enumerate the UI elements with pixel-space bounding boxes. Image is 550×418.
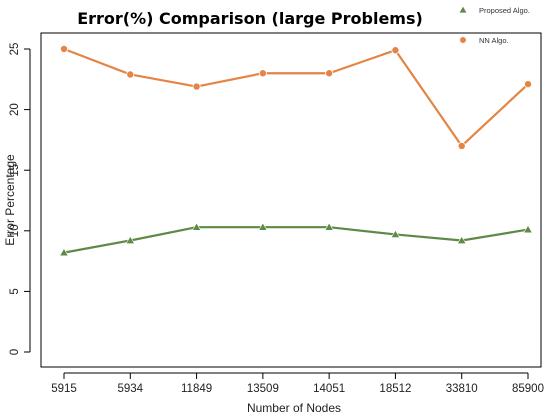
legend-marker bbox=[459, 6, 467, 13]
x-tick-label: 5934 bbox=[117, 383, 143, 395]
x-tick-label: 85900 bbox=[512, 383, 544, 395]
legend: Proposed Algo. NN Algo. bbox=[459, 6, 530, 45]
x-tick-label: 13509 bbox=[247, 383, 279, 395]
data-point bbox=[126, 70, 135, 79]
data-point bbox=[324, 222, 334, 231]
data-point bbox=[391, 46, 400, 55]
data-point bbox=[456, 235, 467, 244]
y-tick-label: 5 bbox=[9, 288, 21, 294]
data-point bbox=[60, 45, 69, 54]
y-axis-label: Error Percentage bbox=[3, 154, 17, 246]
y-tick-label: 25 bbox=[9, 43, 21, 56]
x-tick-label: 11849 bbox=[181, 383, 212, 395]
series-proposed-algo bbox=[59, 222, 533, 257]
y-tick-label: 20 bbox=[9, 103, 21, 116]
data-point bbox=[457, 141, 466, 150]
x-tick-label: 33810 bbox=[446, 383, 478, 395]
data-point bbox=[325, 69, 334, 78]
data-point bbox=[258, 69, 267, 78]
series-layer bbox=[59, 45, 533, 257]
x-axis-label: Number of Nodes bbox=[247, 401, 341, 415]
data-point bbox=[524, 80, 533, 89]
data-point bbox=[523, 224, 533, 234]
legend-label: Proposed Algo. bbox=[479, 6, 530, 15]
plot-frame bbox=[40, 32, 542, 368]
x-tick-label: 5915 bbox=[51, 383, 77, 395]
x-tick-label: 18512 bbox=[379, 383, 411, 395]
y-tick-label: 10 bbox=[9, 224, 21, 237]
legend-label: NN Algo. bbox=[479, 36, 509, 45]
legend-marker bbox=[460, 37, 466, 43]
series-line bbox=[63, 226, 529, 254]
data-point bbox=[258, 222, 268, 231]
data-point bbox=[390, 229, 401, 238]
x-tick-label: 14051 bbox=[313, 383, 345, 395]
data-point bbox=[125, 235, 136, 244]
y-tick-label: 0 bbox=[9, 349, 21, 355]
data-point bbox=[59, 247, 69, 257]
data-point bbox=[192, 82, 201, 91]
chart-title: Error(%) Comparison (large Problems) bbox=[77, 9, 423, 28]
series-line bbox=[63, 47, 529, 148]
axes: 0 5 10 15 20 25 5915 5934 11849 13509 14051 18512 33… bbox=[9, 32, 544, 395]
data-point bbox=[191, 222, 202, 231]
y-tick-label: 15 bbox=[9, 164, 21, 177]
series-nn-algo bbox=[60, 45, 533, 150]
